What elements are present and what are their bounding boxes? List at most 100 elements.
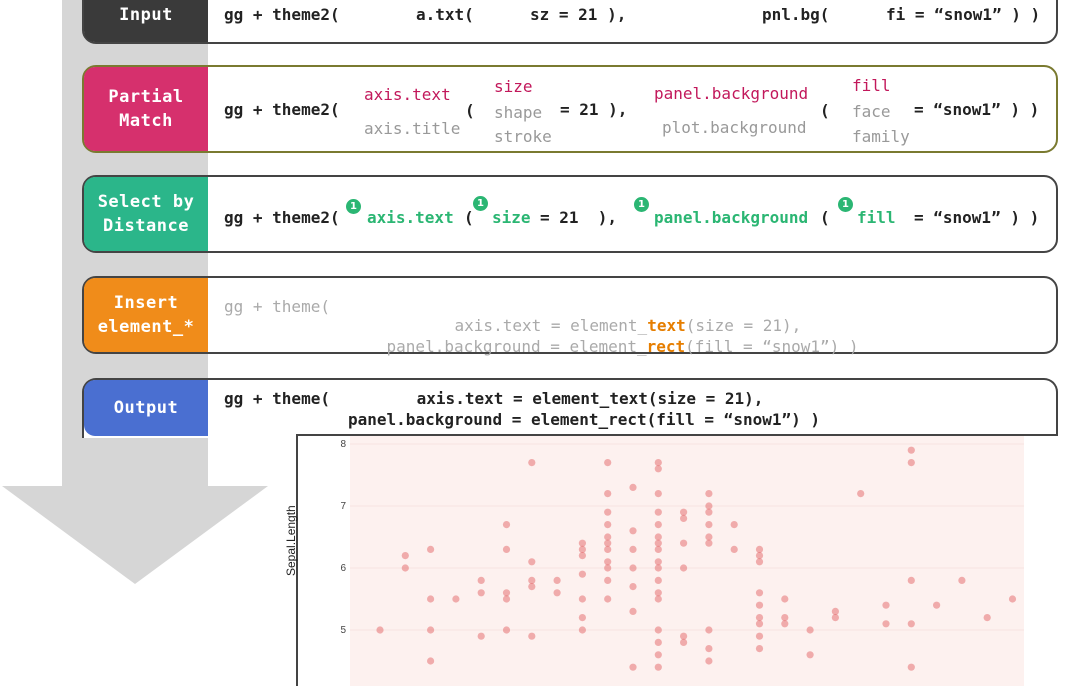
scatter-point — [654, 533, 662, 541]
scatter-point — [502, 626, 511, 634]
distance-badge-icon: 1 — [346, 199, 361, 214]
scatter-point — [502, 545, 511, 553]
output-line1: gg + theme( axis.text = element_text(siz… — [224, 389, 764, 408]
scatter-point — [629, 564, 637, 572]
partial-eq: = 21 ), — [560, 100, 628, 119]
partial-paren2: ( — [820, 101, 830, 120]
scatter-point — [680, 632, 688, 640]
scatter-point — [604, 490, 612, 498]
partial-size: size — [494, 77, 533, 96]
scatter-point — [680, 638, 688, 646]
scatter-point — [528, 583, 536, 591]
scatter-point — [654, 663, 662, 671]
scatter-point — [502, 521, 511, 529]
scatter-point — [705, 521, 713, 529]
scatter-point — [907, 459, 915, 467]
scatter-point — [502, 589, 511, 597]
scatter-point — [755, 632, 764, 640]
scatter-point — [755, 614, 764, 622]
scatter-point — [427, 626, 435, 634]
scatter-point — [654, 459, 662, 467]
partial-match-step: Partial Match gg + theme2( axis.text axi… — [82, 65, 1058, 153]
scatter-point — [705, 508, 713, 516]
scatter-point — [629, 583, 637, 591]
scatter-point — [604, 564, 612, 572]
scatter-point — [781, 614, 789, 622]
scatter-point — [477, 632, 485, 640]
select-size: size — [492, 208, 531, 227]
scatter-point — [604, 558, 612, 566]
scatter-point — [705, 626, 713, 634]
scatter-point — [907, 576, 915, 584]
scatter-point — [705, 657, 713, 665]
scatter-point — [578, 614, 586, 622]
scatter-point — [907, 620, 915, 628]
scatter-point — [578, 570, 586, 578]
scatter-point — [629, 483, 637, 491]
scatter-point — [427, 657, 435, 665]
step-label-output: Output — [84, 380, 208, 436]
scatter-point — [755, 545, 764, 553]
scatter-point — [654, 508, 662, 516]
scatter-point — [654, 651, 662, 659]
partial-stroke: stroke — [494, 127, 552, 146]
select-panel-bg: panel.background — [654, 208, 809, 227]
scatter-point — [654, 558, 662, 566]
scatter-point — [680, 564, 688, 572]
partial-eq2: = “snow1” ) ) — [914, 100, 1040, 119]
insert-line1: axis.text = element_text(size = 21), — [416, 297, 802, 354]
scatter-point — [477, 589, 485, 597]
scatter-point — [528, 632, 536, 640]
scatter-point — [907, 663, 915, 671]
scatter-point — [755, 589, 764, 597]
input-arg2: pnl.bg( — [762, 5, 830, 24]
scatter-point — [553, 576, 561, 584]
scatter-point — [705, 539, 713, 547]
scatter-point — [477, 576, 485, 584]
scatter-point — [806, 651, 814, 659]
partial-plot-bg: plot.background — [662, 118, 807, 137]
insert-panel-prefix: panel.background = element_ — [386, 337, 647, 356]
scatter-point — [755, 552, 764, 560]
insert-rect-fn: rect — [646, 337, 686, 356]
scatter-point — [578, 595, 586, 603]
input-gg: gg + theme2( — [224, 5, 340, 24]
partial-family: family — [852, 127, 910, 146]
y-tick-label: 8 — [340, 439, 346, 450]
scatter-point — [427, 545, 435, 553]
scatter-point — [427, 595, 435, 603]
step-label-insert: Insert element_* — [84, 278, 208, 352]
scatter-point — [604, 576, 612, 584]
scatter-point — [831, 614, 840, 622]
scatter-point — [604, 595, 612, 603]
scatter-point — [604, 508, 612, 516]
scatter-point — [578, 552, 586, 560]
scatter-point — [781, 595, 789, 603]
scatter-point — [806, 626, 814, 634]
y-tick-label: 7 — [340, 501, 346, 512]
partial-face: face — [852, 102, 891, 121]
partial-panel-bg: panel.background — [654, 84, 809, 103]
scatter-point — [578, 539, 586, 547]
y-axis-title: Sepal.Length — [284, 505, 298, 576]
insert-gg: gg + theme( — [224, 297, 330, 316]
select-fill: fill — [857, 208, 896, 227]
scatter-point — [604, 545, 612, 553]
scatter-point — [604, 459, 612, 467]
input-arg1: a.txt( — [416, 5, 474, 24]
scatter-point — [654, 521, 662, 529]
scatter-point — [730, 545, 738, 553]
scatter-point — [882, 620, 890, 628]
select-distance-step: Select by Distance gg + theme2( 1 axis.t… — [82, 175, 1058, 253]
scatter-point — [401, 564, 409, 572]
scatter-point — [401, 552, 409, 560]
step-label-input: Input — [84, 0, 208, 42]
select-paren2: ( — [820, 208, 830, 227]
scatter-point — [654, 539, 662, 547]
scatter-point — [654, 564, 662, 572]
select-axis-text: axis.text — [367, 208, 454, 227]
distance-badge-icon: 1 — [634, 197, 649, 212]
scatter-point — [528, 558, 536, 566]
output-plot: 8 7 6 5 Sepal.Length — [284, 434, 1058, 686]
scatter-point — [553, 589, 561, 597]
